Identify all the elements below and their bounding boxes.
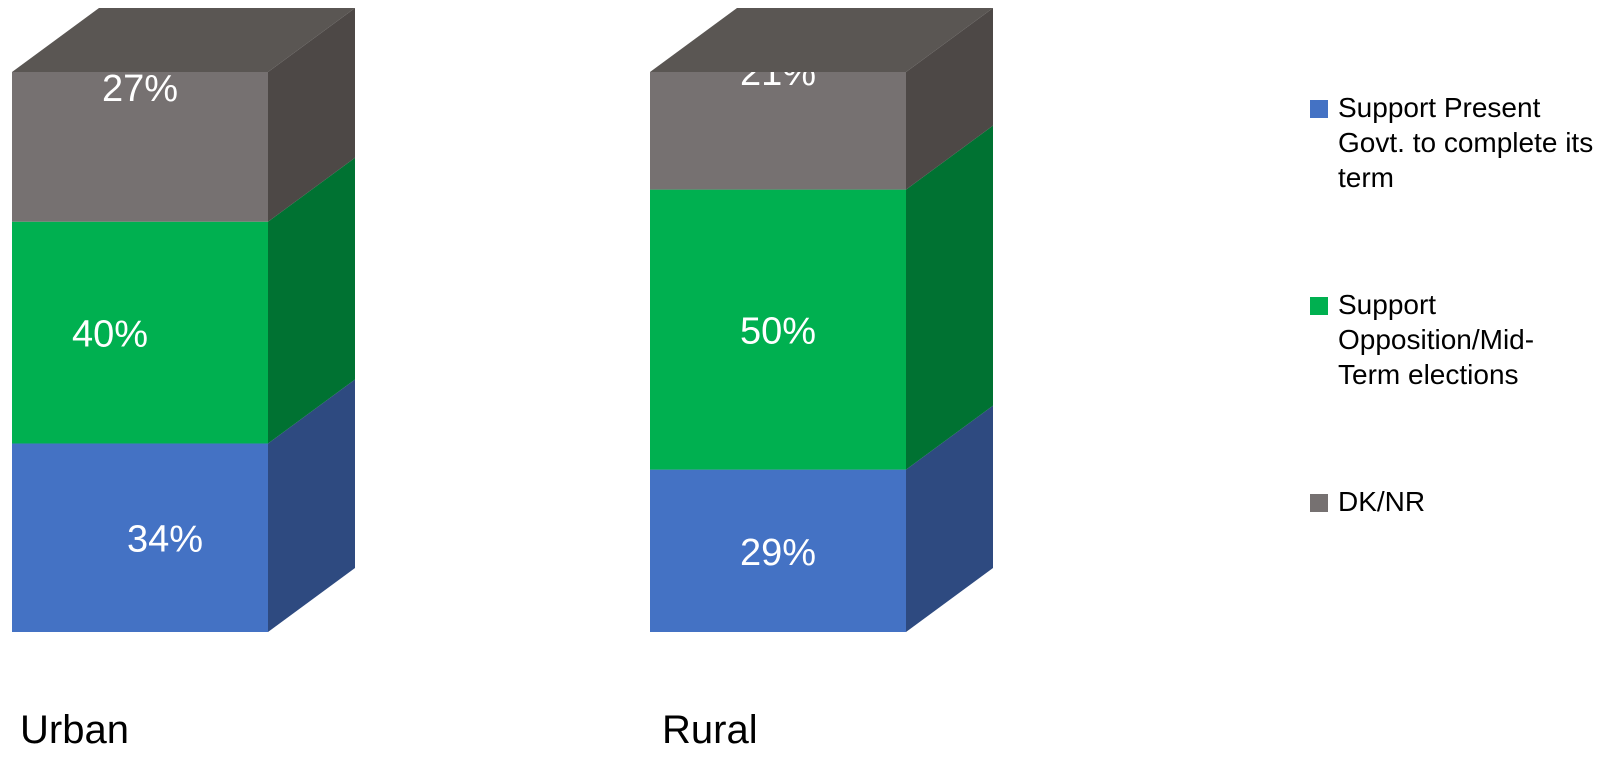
legend-label: Support Present Govt. to complete its te… <box>1338 92 1594 193</box>
bar-segment-front <box>12 221 268 444</box>
bar-segment-side <box>906 125 993 470</box>
category-label-urban: Urban <box>20 708 129 752</box>
legend-swatch-green <box>1310 297 1328 315</box>
bar-segment-side <box>268 157 355 444</box>
bar-segment-front <box>12 72 268 222</box>
bar-segment-side <box>906 8 993 190</box>
legend-item-support-opposition: Support Opposition/Mid-Term elections <box>1310 287 1595 392</box>
data-label: 50% <box>740 311 816 353</box>
data-label: 40% <box>72 314 148 356</box>
data-label: 34% <box>127 519 203 561</box>
legend-swatch-gray <box>1310 494 1328 512</box>
legend-swatch-blue <box>1310 100 1328 118</box>
data-label: 27% <box>102 68 178 110</box>
bar-segment-side <box>268 379 355 632</box>
legend-label: Support Opposition/Mid-Term elections <box>1338 289 1535 390</box>
legend-item-support-govt: Support Present Govt. to complete its te… <box>1310 90 1595 195</box>
category-label-rural: Rural <box>662 708 758 752</box>
data-label: 29% <box>740 532 816 574</box>
bar-segment-front <box>650 72 906 190</box>
bar-segment-front <box>12 443 268 632</box>
bar-top-face <box>650 8 993 72</box>
legend-label: DK/NR <box>1338 486 1426 517</box>
bar-segment-front <box>650 189 906 470</box>
legend: Support Present Govt. to complete its te… <box>1310 90 1595 519</box>
bar-segment-side <box>906 405 993 632</box>
legend-item-dk-nr: DK/NR <box>1310 484 1595 519</box>
bar-top-face <box>12 8 355 72</box>
bar-segment-front <box>650 469 906 632</box>
bar-segment-side <box>268 8 355 222</box>
